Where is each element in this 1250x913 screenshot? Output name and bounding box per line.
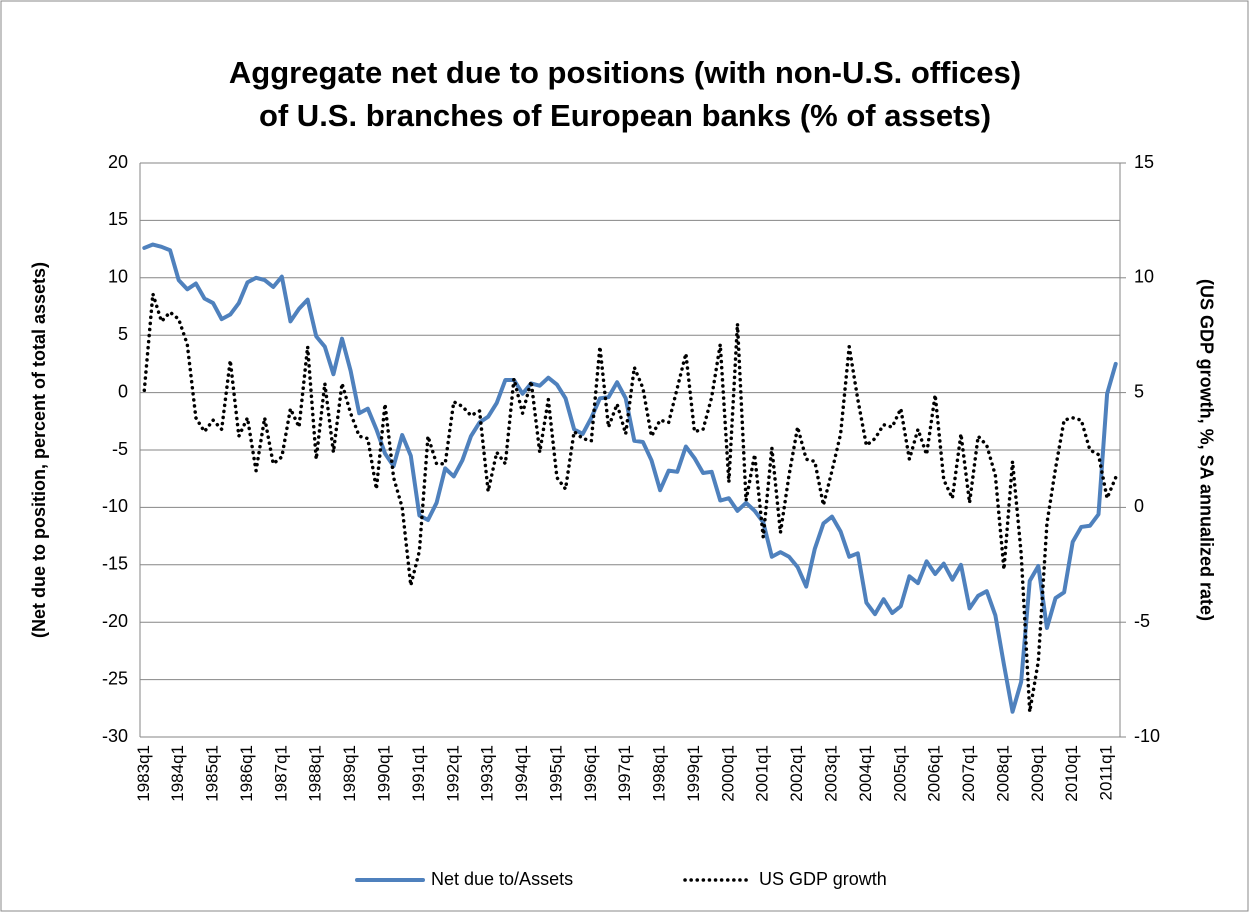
x-tick-label: 2002q1 bbox=[787, 745, 806, 802]
y2-tick-label: -5 bbox=[1134, 611, 1150, 631]
x-tick-label: 1999q1 bbox=[684, 745, 703, 802]
y-axis-title: (Net due to position, percent of total a… bbox=[29, 262, 49, 638]
x-tick-label: 1998q1 bbox=[650, 745, 669, 802]
y2-tick-label: 5 bbox=[1134, 381, 1144, 401]
x-tick-label: 2004q1 bbox=[856, 745, 875, 802]
x-tick-label: 1989q1 bbox=[340, 745, 359, 802]
x-tick-label: 1991q1 bbox=[409, 745, 428, 802]
y-tick-label: 5 bbox=[118, 324, 128, 344]
x-tick-label: 1983q1 bbox=[134, 745, 153, 802]
x-tick-label: 1993q1 bbox=[478, 745, 497, 802]
x-tick-label: 2008q1 bbox=[993, 745, 1012, 802]
x-tick-label: 1995q1 bbox=[546, 745, 565, 802]
x-tick-label: 2000q1 bbox=[718, 745, 737, 802]
y-tick-label: -20 bbox=[102, 611, 128, 631]
x-tick-label: 1988q1 bbox=[306, 745, 325, 802]
y2-axis-title: (US GDP growth, %, SA annualized rate) bbox=[1196, 279, 1216, 621]
x-tick-label: 2006q1 bbox=[925, 745, 944, 802]
legend-label: Net due to/Assets bbox=[431, 869, 573, 889]
y2-tick-label: 10 bbox=[1134, 267, 1154, 287]
y-tick-label: 20 bbox=[108, 152, 128, 172]
chart-title: of U.S. branches of European banks (% of… bbox=[259, 98, 991, 133]
y-tick-label: 10 bbox=[108, 267, 128, 287]
chart-title: Aggregate net due to positions (with non… bbox=[229, 55, 1021, 90]
x-tick-label: 2001q1 bbox=[753, 745, 772, 802]
x-tick-label: 1994q1 bbox=[512, 745, 531, 802]
x-tick-label: 2009q1 bbox=[1028, 745, 1047, 802]
x-tick-label: 1984q1 bbox=[168, 745, 187, 802]
y2-tick-label: -10 bbox=[1134, 726, 1160, 746]
x-tick-label: 1986q1 bbox=[237, 745, 256, 802]
y-tick-label: 0 bbox=[118, 381, 128, 401]
series-line bbox=[142, 242, 1118, 714]
x-tick-label: 2003q1 bbox=[822, 745, 841, 802]
y2-tick-label: 15 bbox=[1134, 152, 1154, 172]
x-tick-label: 1990q1 bbox=[374, 745, 393, 802]
x-tick-label: 2010q1 bbox=[1062, 745, 1081, 802]
x-tick-label: 2005q1 bbox=[890, 745, 909, 802]
y-tick-label: -15 bbox=[102, 554, 128, 574]
x-tick-label: 1997q1 bbox=[615, 745, 634, 802]
legend-label: US GDP growth bbox=[759, 869, 887, 889]
y2-tick-label: 0 bbox=[1134, 496, 1144, 516]
y-tick-label: -5 bbox=[112, 439, 128, 459]
x-tick-label: 1992q1 bbox=[443, 745, 462, 802]
y-tick-label: -30 bbox=[102, 726, 128, 746]
x-tick-label: 1996q1 bbox=[581, 745, 600, 802]
x-tick-label: 1987q1 bbox=[271, 745, 290, 802]
x-tick-label: 2007q1 bbox=[959, 745, 978, 802]
y-tick-label: 15 bbox=[108, 209, 128, 229]
y-tick-label: -10 bbox=[102, 496, 128, 516]
x-tick-label: 2011q1 bbox=[1097, 745, 1116, 800]
y-tick-label: -25 bbox=[102, 668, 128, 688]
x-tick-label: 1985q1 bbox=[203, 745, 222, 802]
